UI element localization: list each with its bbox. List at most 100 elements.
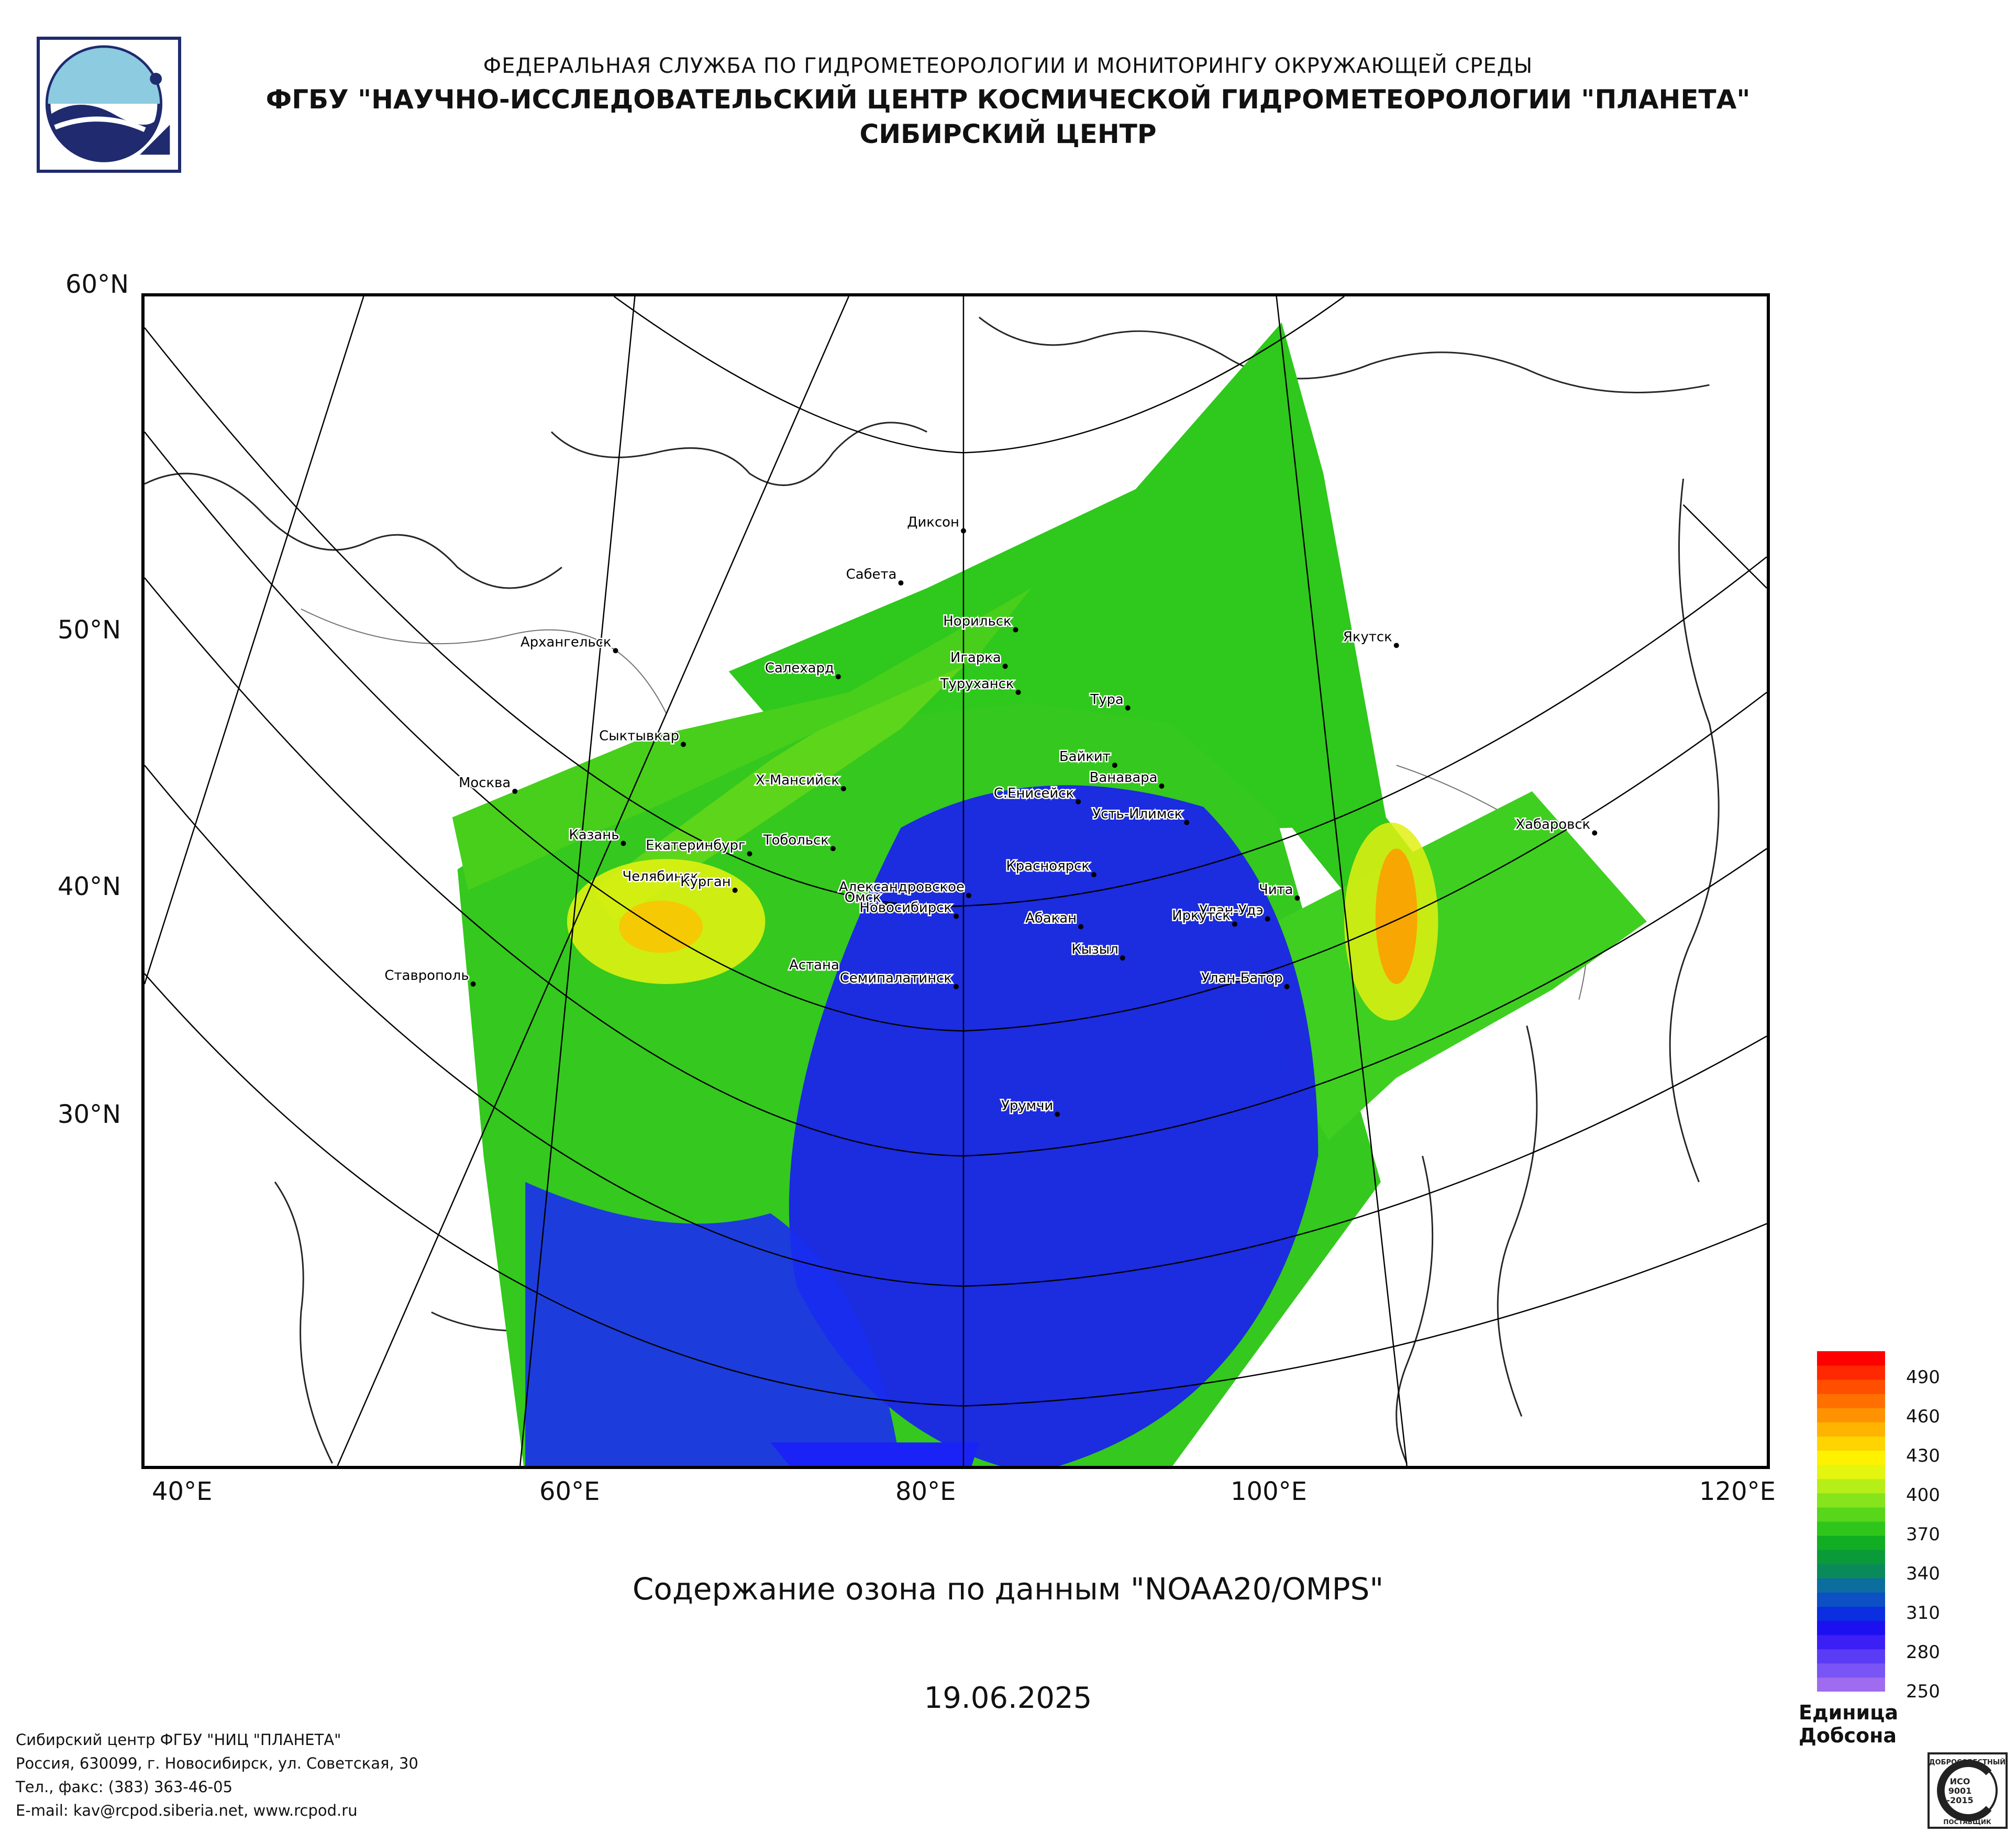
city-marker <box>700 882 705 888</box>
city-label: Тобольск <box>763 832 829 848</box>
city-marker <box>1294 895 1300 901</box>
colorbar-step <box>1817 1649 1885 1664</box>
city-label: Красноярск <box>1006 858 1090 874</box>
colorbar-tick-label: 340 <box>1906 1563 1940 1584</box>
city-marker <box>621 841 626 846</box>
city-marker <box>1013 627 1018 633</box>
colorbar-tick-label: 430 <box>1906 1445 1940 1466</box>
colorbar-step <box>1817 1606 1885 1621</box>
city-label: Семипалатинск <box>840 970 952 986</box>
city-label: Диксон <box>907 515 959 531</box>
cert-code1: ИСО <box>1950 1776 1970 1786</box>
city-label: Игарка <box>950 650 1001 666</box>
city-marker <box>1184 820 1190 825</box>
colorbar-step <box>1817 1521 1885 1536</box>
city-marker <box>512 788 518 794</box>
low-ozone-region-south <box>525 1181 901 1466</box>
city-marker <box>1091 872 1096 878</box>
footer-contacts: Сибирский центр ФГБУ "НИЦ "ПЛАНЕТА" Росс… <box>16 1728 418 1823</box>
city-marker <box>830 846 836 852</box>
city-label: Ставрополь <box>384 968 469 984</box>
colorbar-step <box>1817 1351 1885 1366</box>
colorbar-tick-label: 460 <box>1906 1406 1940 1427</box>
city-marker <box>1125 705 1131 711</box>
colorbar-title: Единица Добсона <box>1799 1701 1898 1747</box>
lon-tick-100: 100°E <box>1231 1477 1307 1506</box>
colorbar-step <box>1817 1564 1885 1578</box>
swath-mid-strip <box>452 588 1032 890</box>
city-marker <box>470 981 476 987</box>
city-label: Улан-Удэ <box>1199 903 1263 919</box>
city-marker <box>613 648 618 654</box>
city-label: Екатеринбург <box>646 837 745 853</box>
city-marker <box>966 892 971 898</box>
colorbar-step <box>1817 1493 1885 1508</box>
lat-tick-30: 30°N <box>58 1100 121 1129</box>
city-marker <box>1393 643 1399 648</box>
city-marker <box>1112 763 1117 768</box>
colorbar-step <box>1817 1464 1885 1479</box>
city-label: Х-Мансийск <box>756 772 839 788</box>
lon-tick-120: 120°E <box>1699 1477 1776 1506</box>
city-label: Усть-Илимск <box>1092 807 1182 822</box>
city-label: Архангельск <box>520 634 612 650</box>
city-marker <box>882 903 888 909</box>
colorbar-step <box>1817 1592 1885 1607</box>
city-label: Байкит <box>1059 749 1111 765</box>
cert-code2: 9001 <box>1948 1786 1972 1796</box>
colorbar-step <box>1817 1408 1885 1422</box>
colorbar-step <box>1817 1365 1885 1380</box>
city-marker <box>1076 799 1081 804</box>
colorbar-step <box>1817 1394 1885 1408</box>
city-label: С.Енисейск <box>994 786 1074 801</box>
swath-far-east <box>1250 791 1647 1141</box>
city-marker <box>1002 664 1008 669</box>
city-label: Астана <box>789 957 839 973</box>
city-marker <box>1265 916 1270 922</box>
lat-tick-60: 60°N <box>65 270 129 299</box>
high-ozone-core-east <box>1375 848 1417 984</box>
city-label: Челябинск <box>622 869 698 885</box>
city-marker <box>1159 783 1165 789</box>
colorbar-step <box>1817 1478 1885 1494</box>
colorbar-step <box>1817 1536 1885 1550</box>
city-label: Кызыл <box>1071 942 1118 957</box>
lon-tick-40: 40°E <box>152 1477 213 1506</box>
colorbar-tick-label: 310 <box>1906 1603 1940 1624</box>
city-marker <box>954 913 959 919</box>
colorbar-step <box>1817 1422 1885 1437</box>
footer-phone: Тел., факс: (383) 363-46-05 <box>16 1778 233 1796</box>
city-label: Норильск <box>943 614 1011 630</box>
colorbar-step <box>1817 1450 1885 1465</box>
city-label: Новосибирск <box>859 900 952 916</box>
city-label: Абакан <box>1025 911 1077 926</box>
city-label: Хабаровск <box>1515 817 1590 833</box>
colorbar-step <box>1817 1436 1885 1451</box>
planeta-logo <box>37 37 181 173</box>
lon-tick-60: 60°E <box>539 1477 600 1506</box>
colorbar-step <box>1817 1663 1885 1678</box>
city-label: Омск <box>845 890 881 906</box>
colorbar-step <box>1817 1620 1885 1636</box>
city-label: Улан-Батор <box>1201 970 1282 986</box>
city-label: Курган <box>680 874 731 890</box>
footer-address: Россия, 630099, г. Новосибирск, ул. Сове… <box>16 1754 418 1772</box>
map-subtitle: Содержание озона по данным "NOAA20/OMPS" <box>632 1571 1384 1607</box>
colorbar-tick-label: 370 <box>1906 1524 1940 1545</box>
low-ozone-region-tail <box>770 1442 979 1466</box>
city-label: Туруханск <box>940 676 1014 692</box>
colorbar-step <box>1817 1677 1885 1692</box>
city-marker <box>954 984 959 989</box>
city-marker <box>835 674 841 680</box>
low-ozone-region-east <box>789 785 1319 1466</box>
header-agency: ФЕДЕРАЛЬНАЯ СЛУЖБА ПО ГИДРОМЕТЕОРОЛОГИИ … <box>483 54 1533 78</box>
high-ozone-core-west <box>619 900 703 953</box>
city-marker <box>1232 921 1237 927</box>
city-label: Сыктывкар <box>599 728 679 744</box>
colorbar-step <box>1817 1379 1885 1394</box>
city-label: Урумчи <box>1001 1098 1053 1114</box>
header-institute: ФГБУ "НАУЧНО-ИССЛЕДОВАТЕЛЬСКИЙ ЦЕНТР КОС… <box>265 84 1751 115</box>
city-marker <box>1078 924 1084 930</box>
coastlines <box>145 316 1720 1464</box>
colorbar-tick-label: 280 <box>1906 1642 1940 1663</box>
